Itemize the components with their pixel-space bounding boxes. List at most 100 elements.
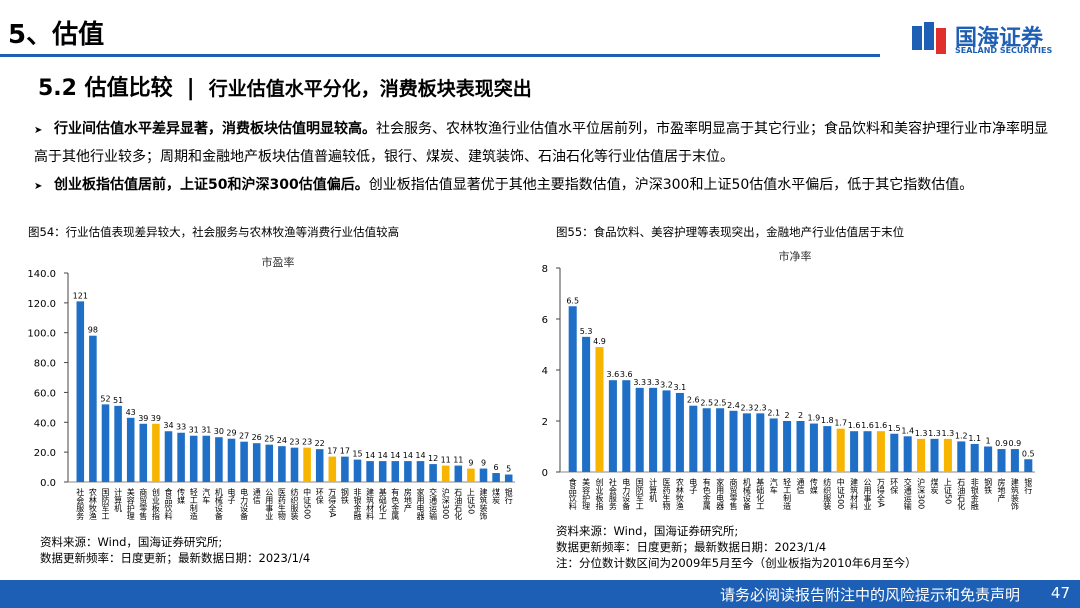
figure-caption: 图55：食品饮料、美容护理等表现突出，金融地产行业估值居于末位 <box>556 225 905 239</box>
value-label: 27 <box>239 432 249 441</box>
x-tick-label: 房地产 <box>403 487 412 513</box>
y-tick-label: 100.0 <box>27 329 56 340</box>
value-label: 11 <box>441 456 451 465</box>
bar <box>675 392 684 472</box>
x-tick-label: 商贸零售 <box>729 477 738 511</box>
x-tick-label: 钢铁 <box>340 487 349 505</box>
x-tick-label: 创业板指 <box>151 487 160 521</box>
bar <box>479 468 488 482</box>
x-tick-label: 基础化工 <box>378 487 387 520</box>
bar <box>984 446 993 472</box>
x-tick-label: 电力设备 <box>240 487 249 521</box>
x-tick-label: 电子 <box>227 487 236 504</box>
x-tick-label: 建筑装饰 <box>479 487 488 521</box>
value-label: 1.3 <box>915 429 928 438</box>
value-label: 3.6 <box>620 370 633 379</box>
value-label: 4.9 <box>593 337 606 346</box>
bar <box>662 390 671 472</box>
y-tick-label: 20.0 <box>34 448 56 459</box>
x-tick-label: 环保 <box>315 488 324 505</box>
y-tick-label: 8 <box>542 264 548 275</box>
bar <box>930 438 939 472</box>
bullet-bold: 行业间估值水平差异显著，消费板块估值明显较高。 <box>54 121 376 137</box>
bar <box>202 435 211 482</box>
value-label: 39 <box>138 414 148 423</box>
x-tick-label: 纺织服装 <box>290 487 299 521</box>
bar <box>1024 459 1033 472</box>
bar <box>328 456 337 482</box>
value-label: 2.4 <box>727 401 740 410</box>
bar <box>378 461 387 482</box>
x-tick-label: 机械设备 <box>214 487 223 521</box>
y-tick-label: 80.0 <box>34 359 56 370</box>
bar <box>504 474 513 482</box>
footer-bar <box>0 580 1080 608</box>
x-tick-label: 创业板指 <box>595 477 604 511</box>
value-label: 23 <box>302 438 312 447</box>
value-label: 2.6 <box>687 396 700 405</box>
bar <box>416 461 425 482</box>
bar <box>595 347 604 472</box>
bar <box>240 441 248 482</box>
y-tick-label: 4 <box>542 366 548 377</box>
bullet-bold: 创业板指估值居前，上证50和沪深300估值偏后。 <box>54 177 369 193</box>
logo-mark <box>912 22 946 54</box>
x-tick-label: 纺织服装 <box>823 477 832 511</box>
bar <box>391 461 400 482</box>
value-label: 2.5 <box>714 398 727 407</box>
bar <box>215 437 223 482</box>
value-label: 2 <box>798 411 803 420</box>
note: 资料来源：Wind，国海证券研究所; <box>556 524 739 538</box>
bar <box>568 306 577 472</box>
x-tick-label: 房地产 <box>997 477 1006 503</box>
bar <box>890 433 899 472</box>
value-label: 31 <box>189 426 199 435</box>
bar <box>1010 449 1019 472</box>
bar <box>863 431 872 472</box>
value-label: 3.3 <box>633 378 646 387</box>
bar <box>876 431 885 472</box>
bar <box>265 444 274 482</box>
x-tick-label: 社会服务 <box>76 487 85 521</box>
bar <box>582 336 591 472</box>
bar <box>177 432 185 482</box>
bar <box>404 461 412 482</box>
x-tick-label: 建筑材料 <box>850 477 859 511</box>
value-label: 14 <box>415 451 425 460</box>
bar <box>341 456 349 482</box>
bar <box>76 301 85 482</box>
bar <box>252 443 261 482</box>
y-tick-label: 140.0 <box>27 269 56 280</box>
note: 资料来源：Wind，国海证券研究所; <box>40 535 223 549</box>
x-tick-label: 社会服务 <box>608 477 617 511</box>
bar <box>850 431 859 472</box>
bar <box>189 435 198 482</box>
bar <box>957 441 966 472</box>
value-label: 1.1 <box>968 434 981 443</box>
value-label: 1.6 <box>861 421 874 430</box>
value-label: 9 <box>468 459 473 468</box>
bar <box>152 423 160 482</box>
note: 数据更新频率：日度更新；最新数据日期：2023/1/4 <box>40 551 311 565</box>
figure-caption: 图54：行业估值表现差异较大，社会服务与农林牧渔等消费行业估值较高 <box>28 225 400 239</box>
value-label: 3.2 <box>660 380 673 389</box>
value-label: 15 <box>352 450 362 459</box>
value-label: 23 <box>289 438 299 447</box>
bar <box>702 408 711 472</box>
source-notes: 资料来源：Wind，国海证券研究所; 数据更新频率：日度更新；最新数据日期：20… <box>556 523 917 571</box>
value-label: 0.9 <box>995 439 1008 448</box>
value-label: 39 <box>151 414 161 423</box>
x-tick-label: 石油石化 <box>957 478 966 511</box>
value-label: 1.6 <box>848 421 861 430</box>
x-tick-label: 交通运输 <box>429 487 438 521</box>
y-tick-label: 0.0 <box>40 478 56 489</box>
bar <box>429 464 437 482</box>
bar <box>716 408 725 472</box>
x-tick-label: 机械设备 <box>742 477 751 511</box>
title-number: 5.2 估值比较 <box>38 76 173 101</box>
x-tick-label: 钢铁 <box>984 477 993 495</box>
bullet-text: 社会服务、农林牧渔行业估值水平位居前列，市盈率明显高于其它行业；食品饮料和美容护… <box>34 121 1048 165</box>
x-tick-label: 基础化工 <box>756 477 765 510</box>
value-label: 52 <box>100 394 110 403</box>
